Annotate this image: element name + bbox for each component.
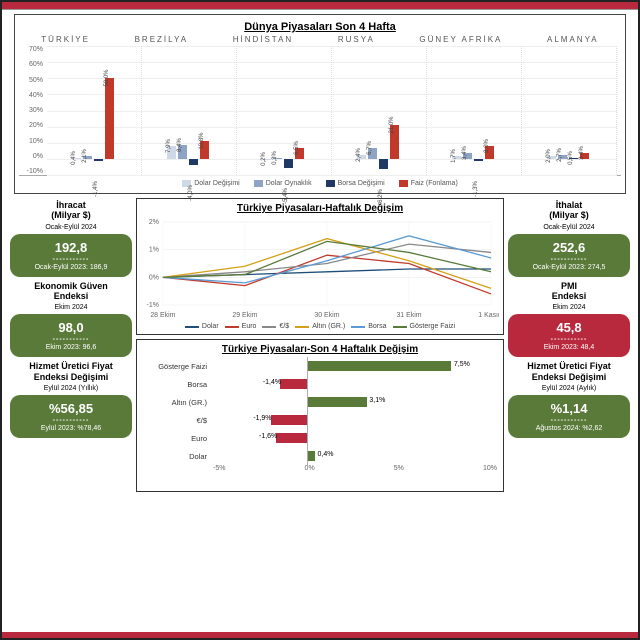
stat-card: İhracat(Milyar $)Ocak-Eylül 2024 192,8--… [10,198,132,277]
svg-text:-1%: -1% [147,302,159,309]
mid-row: İhracat(Milyar $)Ocak-Eylül 2024 192,8--… [10,198,630,492]
svg-text:1 Kasım: 1 Kasım [478,312,499,319]
fourweek-panel: Türkiye Piyasaları-Son 4 Haftalık Değişi… [136,339,504,492]
right-stats: İthalat(Milyar $)Ocak-Eylül 2024 252,6--… [508,198,630,492]
line-legend: DolarEuro€/$Altın (GR.)BorsaGösterge Fai… [141,323,499,330]
world-legend: Dolar DeğişimiDolar OynaklıkBorsa Değişi… [19,180,621,187]
hbar-row: Altın (GR.) 3,1% [141,393,499,411]
svg-text:29 Ekim: 29 Ekim [232,312,257,319]
hbar-row: Dolar 0,4% [141,447,499,465]
world-markets-chart: Dünya Piyasaları Son 4 Hafta TÜRKİYEBREZ… [14,14,626,194]
bar-groups: 0,4%2,1%-1,4%50,0%7,9%8,4%-4,0%10,8%0,2%… [47,46,617,175]
svg-text:2%: 2% [149,219,159,226]
svg-text:28 Ekim: 28 Ekim [150,312,175,319]
hbar-row: Gösterge Faizi 7,5% [141,357,499,375]
svg-text:30 Ekim: 30 Ekim [314,312,339,319]
stat-card: Hizmet Üretici FiyatEndeksi DeğişimiEylü… [508,359,630,438]
hbar-row: Euro -1,6% [141,429,499,447]
stat-card: Ekonomik GüvenEndeksiEkim 2024 98,0-----… [10,279,132,358]
svg-text:0%: 0% [149,274,159,281]
bar-area: 70%60%50%40%30%20%10%0%-10% 0,4%2,1%-1,4… [19,46,621,176]
svg-text:1%: 1% [149,247,159,254]
weekly-panel: Türkiye Piyasaları-Haftalık Değişim -1% 0… [136,198,504,335]
hbar-chart: Gösterge Faizi 7,5% Borsa -1,4% Altın (G… [141,357,499,487]
bottom-border [2,632,638,638]
y-axis: 70%60%50%40%30%20%10%0%-10% [17,46,47,175]
hbar-row: €/$ -1,9% [141,411,499,429]
stat-card: İthalat(Milyar $)Ocak-Eylül 2024 252,6--… [508,198,630,277]
weekly-title: Türkiye Piyasaları-Haftalık Değişim [141,203,499,214]
left-stats: İhracat(Milyar $)Ocak-Eylül 2024 192,8--… [10,198,132,492]
top-border [2,2,638,10]
stat-card: Hizmet Üretici FiyatEndeksi DeğişimiEylü… [10,359,132,438]
line-chart: -1% 0% 1% 2% 28 Ekim 29 Ekim 30 Ekim 31 Ekim 1 K… [141,216,499,321]
stat-card: PMIEndeksiEkim 2024 45,8-----------Ekim … [508,279,630,358]
svg-text:31 Ekim: 31 Ekim [396,312,421,319]
fourweek-title: Türkiye Piyasaları-Son 4 Haftalık Değişi… [141,344,499,355]
world-title: Dünya Piyasaları Son 4 Hafta [19,21,621,33]
country-headers: TÜRKİYEBREZİLYAHİNDİSTANRUSYAGÜNEY AFRİK… [19,35,621,44]
center-panels: Türkiye Piyasaları-Haftalık Değişim -1% 0… [136,198,504,492]
hbar-row: Borsa -1,4% [141,375,499,393]
